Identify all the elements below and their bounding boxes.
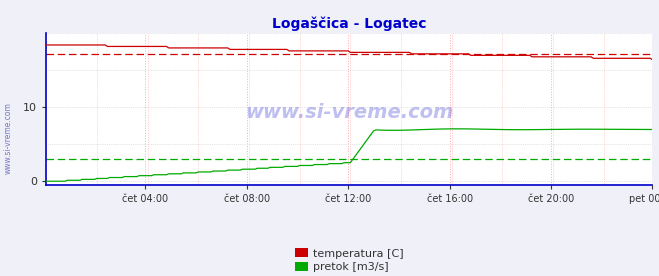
Title: Logaščica - Logatec: Logaščica - Logatec bbox=[272, 16, 426, 31]
Legend: temperatura [C], pretok [m3/s]: temperatura [C], pretok [m3/s] bbox=[295, 248, 404, 272]
Text: www.si-vreme.com: www.si-vreme.com bbox=[245, 103, 453, 121]
Text: www.si-vreme.com: www.si-vreme.com bbox=[3, 102, 13, 174]
